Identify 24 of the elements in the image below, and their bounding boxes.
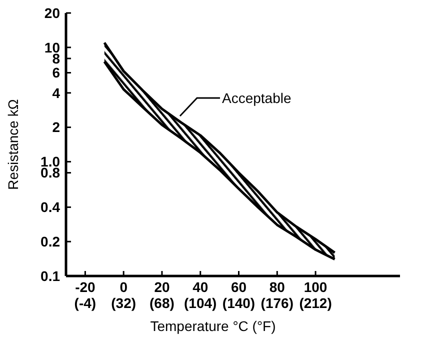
y-tick-label: 0.2	[40, 233, 60, 250]
x-tick-label: 60	[230, 279, 247, 295]
x2-tick-label: (68)	[150, 295, 174, 311]
x-tick-label: -20	[75, 279, 96, 295]
y-tick-label: 20	[44, 4, 60, 21]
y-tick-label: 0.1	[40, 268, 60, 284]
y-axis-title: Resistance kΩ	[5, 99, 21, 190]
x-tick-label: 20	[154, 279, 170, 295]
x2-tick-label: (104)	[184, 295, 217, 311]
x-tick-label: 80	[269, 279, 286, 295]
x2-tick-label: (212)	[299, 295, 332, 311]
x2-tick-label: (176)	[260, 295, 294, 311]
x-tick-label: 0	[120, 279, 128, 295]
y-tick-label: 2	[52, 119, 60, 136]
y-tick-label: 0.4	[40, 199, 60, 216]
annotation: Acceptable	[222, 90, 292, 106]
x-tick-label: 40	[192, 279, 208, 295]
x2-tick-label: (140)	[222, 295, 256, 311]
x2-tick-label: (-4)	[74, 295, 96, 311]
x-tick-label: 100	[304, 279, 328, 295]
x2-tick-label: (32)	[111, 295, 136, 311]
x-axis-title: Temperature °C (°F)	[150, 318, 276, 334]
y-tick-label: 6	[52, 64, 60, 81]
y-tick-label: 4	[52, 84, 60, 101]
